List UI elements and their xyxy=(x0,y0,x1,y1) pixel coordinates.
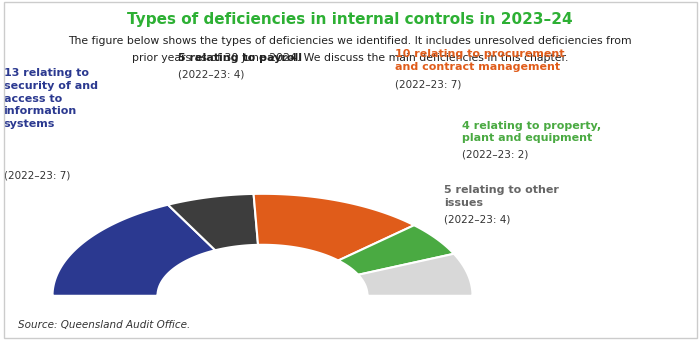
Text: prior years as of 30 June 2024. We discuss the main deficiencies in this chapter: prior years as of 30 June 2024. We discu… xyxy=(132,53,568,63)
Text: (2022–23: 2): (2022–23: 2) xyxy=(462,150,528,159)
Text: Source: Queensland Audit Office.: Source: Queensland Audit Office. xyxy=(18,320,190,330)
Text: The figure below shows the types of deficiencies we identified. It includes unre: The figure below shows the types of defi… xyxy=(68,36,632,46)
Text: 10 relating to procurement
and contract management: 10 relating to procurement and contract … xyxy=(395,49,565,72)
Text: (2022–23: 4): (2022–23: 4) xyxy=(178,70,245,80)
Polygon shape xyxy=(253,194,414,260)
Text: 4 relating to property,
plant and equipment: 4 relating to property, plant and equipm… xyxy=(462,121,601,143)
Text: (2022–23: 7): (2022–23: 7) xyxy=(4,170,70,180)
Polygon shape xyxy=(168,194,258,250)
Polygon shape xyxy=(338,225,454,275)
Polygon shape xyxy=(52,205,215,296)
Text: 5 relating to other
issues: 5 relating to other issues xyxy=(444,185,559,208)
Text: Types of deficiencies in internal controls in 2023–24: Types of deficiencies in internal contro… xyxy=(127,12,573,27)
Text: (2022–23: 7): (2022–23: 7) xyxy=(395,80,462,90)
Polygon shape xyxy=(358,254,473,296)
Text: 13 relating to
security of and
access to
information
systems: 13 relating to security of and access to… xyxy=(4,68,97,129)
Text: 5 relating to payroll: 5 relating to payroll xyxy=(178,53,302,63)
Text: (2022–23: 4): (2022–23: 4) xyxy=(444,214,511,224)
